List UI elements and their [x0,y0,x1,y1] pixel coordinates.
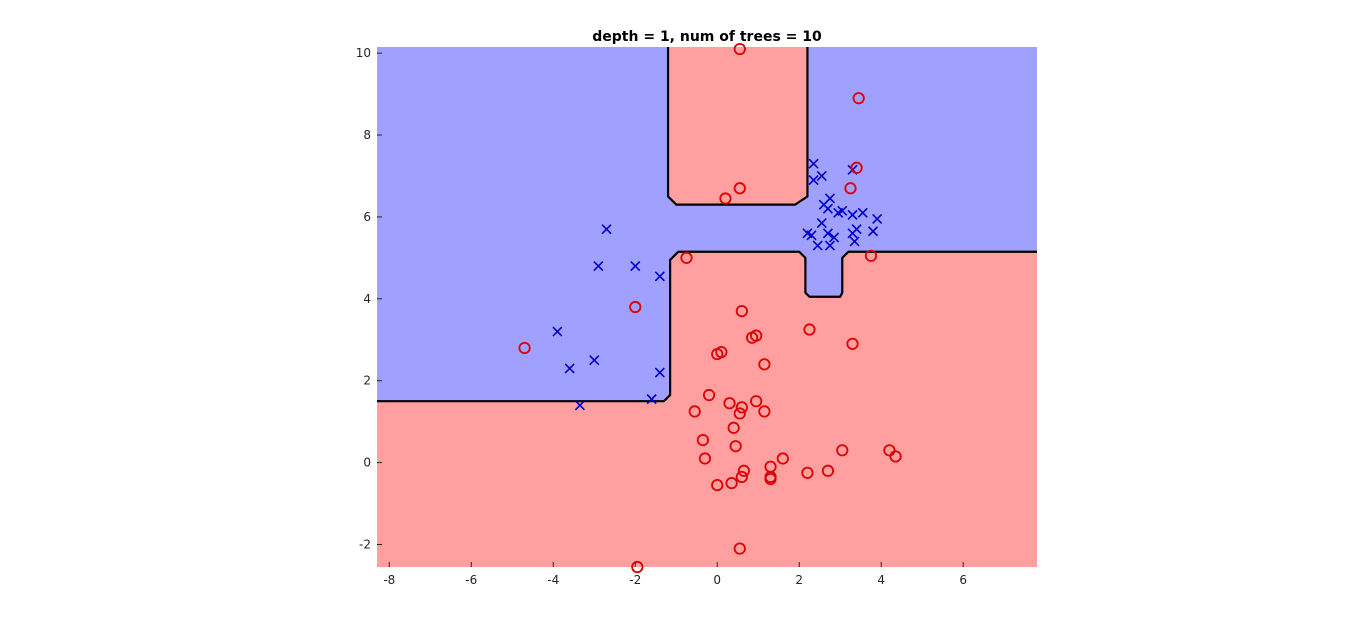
point-x [816,217,827,229]
point-o [733,42,746,56]
point-o [733,407,746,420]
point-x [552,326,563,337]
point-x [630,260,641,272]
y-tick-label: 8 [363,128,371,142]
point-x [654,271,665,282]
point-o [733,182,746,195]
decision-boundary-1 [377,250,1037,403]
y-tick-label: 0 [363,456,371,470]
point-x [847,209,858,220]
point-x [867,226,879,237]
x-axis-ticks: -8 -6 -4 -2 0 2 4 6 [383,562,967,587]
y-tick-label: 2 [363,374,371,388]
point-o [725,476,738,490]
point-o [518,341,531,355]
point-x [872,213,883,225]
point-o [631,560,644,574]
point-x [601,224,612,235]
x-tick-label: -2 [629,573,641,587]
point-x [822,203,833,214]
x-tick-label: 4 [877,573,885,587]
point-x [851,224,862,235]
point-x [829,232,840,243]
point-o [688,405,701,418]
point-o [850,161,863,174]
y-tick-label: 10 [356,46,371,60]
x-tick-label: -4 [547,573,559,587]
point-x [654,367,665,378]
point-x [816,170,827,182]
point-o [735,401,748,414]
point-o [729,440,742,453]
x-tick-label: 2 [795,573,803,587]
y-tick-label: -2 [359,537,371,551]
plot-area [377,42,1037,574]
point-x [824,240,836,251]
point-o [702,388,716,402]
x-tick-label: 0 [713,573,721,587]
point-o [680,251,693,264]
y-axis-ticks: -2 0 2 4 6 8 10 [356,46,382,551]
point-o [846,337,859,350]
point-o [711,479,724,492]
point-o [715,345,728,359]
point-x [808,158,819,169]
point-o [698,452,712,465]
point-x [564,363,575,374]
point-o [719,192,732,205]
point-o [776,452,789,465]
point-o [758,358,771,371]
point-o [889,450,902,463]
x-tick-label: 6 [959,573,967,587]
chart-title: depth = 1, num of trees = 10 [592,29,822,45]
point-o [844,182,857,195]
region-class-x [377,47,1037,402]
point-o [883,444,896,457]
point-o [803,323,816,336]
point-o [629,300,642,314]
point-o [836,444,849,457]
point-x [574,400,585,411]
point-o [735,304,748,318]
point-x [857,207,868,218]
point-o [758,405,771,418]
x-tick-label: -8 [383,573,395,587]
x-tick-label: -6 [465,573,477,587]
point-o [696,433,710,447]
point-x [822,228,833,239]
point-x [808,175,819,186]
point-o [737,464,750,477]
point-x [806,230,817,241]
point-x [646,394,657,405]
point-o [750,395,763,408]
point-x [837,205,848,216]
point-o [801,466,814,479]
point-o [735,470,748,484]
point-o [764,472,777,486]
point-x [589,355,600,366]
point-o [821,464,835,477]
point-o [727,421,740,434]
point-x [593,260,604,272]
point-o [864,249,878,262]
y-tick-label: 6 [363,210,371,224]
decision-boundary-2 [666,47,809,206]
point-x [849,236,860,247]
point-o [852,92,865,105]
y-tick-label: 4 [363,292,371,306]
point-o [723,397,736,410]
point-x [812,240,823,251]
point-o [733,542,746,555]
point-o [750,329,763,342]
